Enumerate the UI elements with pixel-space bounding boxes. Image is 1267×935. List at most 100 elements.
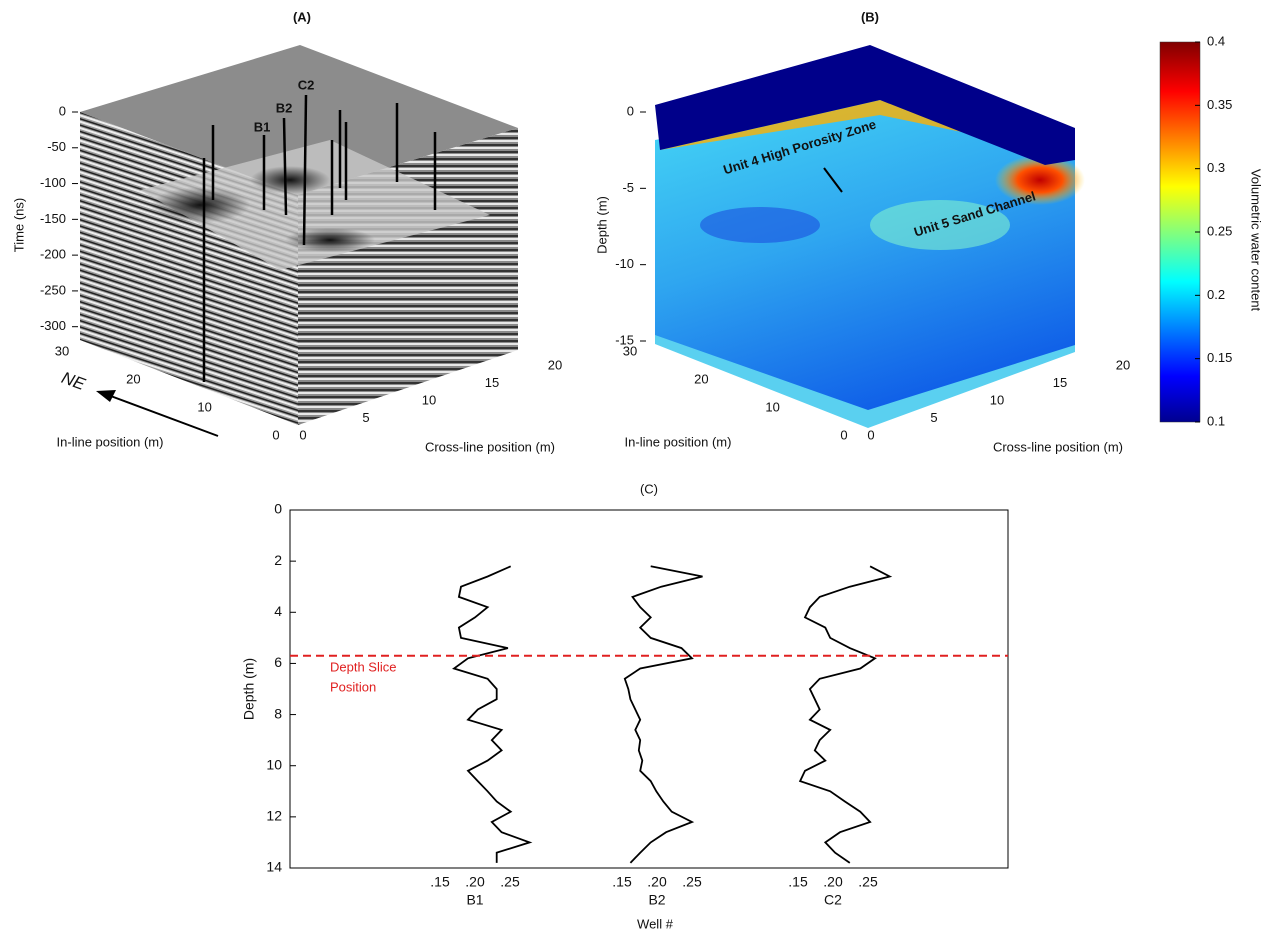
well-curve bbox=[798, 565, 893, 864]
ne-arrow bbox=[107, 394, 219, 437]
y-tick-label: 12 bbox=[266, 808, 282, 824]
well-label: B1 bbox=[254, 119, 271, 134]
z-tick-label: -50 bbox=[47, 139, 66, 154]
colorbar-tick-label: 0.15 bbox=[1207, 350, 1232, 365]
crossline-tick-label: 10 bbox=[422, 392, 436, 407]
arrow-label: NE bbox=[59, 368, 88, 394]
colorbar-label: Volumetric water content bbox=[1249, 169, 1264, 312]
well-tick-label: .25 bbox=[858, 874, 878, 890]
axis-label: Depth (m) bbox=[241, 658, 257, 720]
well-label: C2 bbox=[298, 77, 315, 92]
well-name: C2 bbox=[824, 892, 842, 908]
crossline-tick-label: 0 bbox=[867, 427, 874, 442]
slice-feature bbox=[285, 228, 375, 252]
axis-label: Cross-line position (m) bbox=[993, 439, 1123, 454]
slice-feature bbox=[250, 166, 330, 194]
crossline-tick-label: 10 bbox=[990, 392, 1004, 407]
inline-tick-label: 30 bbox=[55, 343, 69, 358]
inline-tick-label: 30 bbox=[623, 343, 637, 358]
well-tick-label: .15 bbox=[612, 874, 632, 890]
y-tick-label: 0 bbox=[274, 501, 282, 517]
z-tick-label: 0 bbox=[59, 103, 66, 118]
high-zone bbox=[870, 200, 1010, 250]
crossline-tick-label: 15 bbox=[485, 375, 499, 390]
well-tick-label: .25 bbox=[500, 874, 520, 890]
colorbar-tick-label: 0.25 bbox=[1207, 223, 1232, 238]
panel-title: (A) bbox=[293, 9, 311, 24]
z-tick-label: -200 bbox=[40, 247, 66, 262]
z-tick-label: -300 bbox=[40, 318, 66, 333]
wells bbox=[202, 94, 437, 382]
annotation: Position bbox=[330, 679, 376, 694]
seismic-cube bbox=[80, 45, 518, 437]
ne-arrowhead bbox=[96, 390, 116, 402]
z-tick-label: -5 bbox=[622, 180, 634, 195]
y-tick-label: 2 bbox=[274, 552, 282, 568]
y-tick-label: 14 bbox=[266, 859, 282, 875]
colorbar-tick-label: 0.3 bbox=[1207, 160, 1225, 175]
hot-zone bbox=[995, 155, 1085, 205]
annotation-pointer bbox=[823, 167, 843, 193]
crossline-tick-label: 20 bbox=[548, 357, 562, 372]
depth-slice bbox=[140, 140, 490, 270]
crossline-tick-label: 5 bbox=[362, 410, 369, 425]
axis-label: Depth (m) bbox=[594, 196, 609, 254]
low-zone bbox=[700, 207, 820, 243]
z-tick-label: -150 bbox=[40, 211, 66, 226]
inline-tick-label: 20 bbox=[126, 371, 140, 386]
axis-label: In-line position (m) bbox=[57, 434, 164, 449]
cube-bottom bbox=[655, 335, 1075, 428]
colorbar-tick-label: 0.35 bbox=[1207, 97, 1232, 112]
inline-tick-label: 20 bbox=[694, 371, 708, 386]
z-tick-label: -15 bbox=[615, 332, 634, 347]
cube-body bbox=[655, 100, 1075, 425]
y-tick-label: 6 bbox=[274, 654, 282, 670]
z-tick-label: -250 bbox=[40, 282, 66, 297]
crossline-tick-label: 15 bbox=[1053, 375, 1067, 390]
well-tick-label: .15 bbox=[788, 874, 808, 890]
inline-tick-label: 10 bbox=[197, 399, 211, 414]
well-curve bbox=[452, 565, 533, 863]
y-tick-label: 4 bbox=[274, 603, 282, 619]
well-tick-label: .20 bbox=[465, 874, 485, 890]
well-label: B2 bbox=[276, 100, 293, 115]
well-tick-label: .15 bbox=[430, 874, 450, 890]
well bbox=[302, 94, 308, 246]
cube-top bbox=[80, 45, 518, 195]
well-tick-label: .25 bbox=[682, 874, 702, 890]
y-tick-label: 8 bbox=[274, 705, 282, 721]
axis-label: In-line position (m) bbox=[625, 434, 732, 449]
annotation: Depth Slice bbox=[330, 659, 396, 674]
inline-tick-label: 0 bbox=[272, 427, 279, 442]
z-tick-label: -100 bbox=[40, 175, 66, 190]
axis-label: Cross-line position (m) bbox=[425, 439, 555, 454]
crossline-tick-label: 5 bbox=[930, 410, 937, 425]
axis-label: Time (ns) bbox=[11, 198, 26, 252]
crossline-tick-label: 20 bbox=[1116, 357, 1130, 372]
inline-tick-label: 10 bbox=[765, 399, 779, 414]
well-curve bbox=[623, 565, 703, 864]
axis-label: Well # bbox=[637, 916, 674, 931]
y-tick-label: 10 bbox=[266, 756, 282, 772]
inline-tick-label: 0 bbox=[840, 427, 847, 442]
colorbar-tick-label: 0.1 bbox=[1207, 413, 1225, 428]
well-name: B2 bbox=[648, 892, 665, 908]
panel-title: (B) bbox=[861, 9, 879, 24]
crossline-tick-label: 0 bbox=[299, 427, 306, 442]
well-tick-label: .20 bbox=[823, 874, 843, 890]
colorbar bbox=[1159, 41, 1201, 423]
z-tick-label: -10 bbox=[615, 256, 634, 271]
plot-frame bbox=[289, 509, 1009, 869]
slice-feature bbox=[150, 187, 250, 223]
well bbox=[282, 117, 288, 216]
well-name: B1 bbox=[466, 892, 483, 908]
colorbar-tick-label: 0.2 bbox=[1207, 287, 1225, 302]
well-tick-label: .20 bbox=[647, 874, 667, 890]
colorbar-tick-label: 0.4 bbox=[1207, 33, 1225, 48]
cube-top bbox=[655, 45, 1075, 165]
z-tick-label: 0 bbox=[627, 103, 634, 118]
panel-title: (C) bbox=[640, 481, 658, 496]
water-cube bbox=[655, 45, 1085, 428]
